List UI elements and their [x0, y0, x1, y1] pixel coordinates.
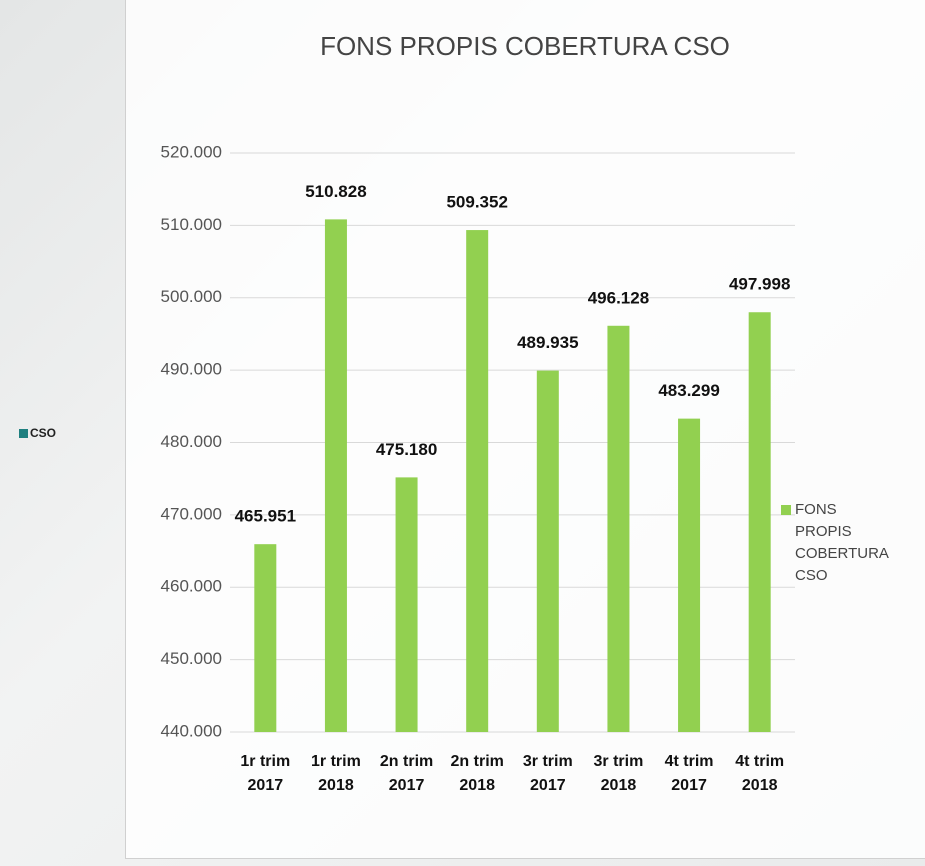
y-tick-label: 500.000 [161, 287, 222, 306]
x-tick-label: 3r trim 2018 [593, 753, 644, 794]
y-tick-label: 490.000 [161, 360, 222, 379]
bar [748, 312, 771, 732]
legend-swatch [781, 505, 791, 515]
x-tick-label: 1r trim 2017 [240, 753, 291, 794]
chart-title: FONS PROPIS COBERTURA CSO [320, 31, 730, 61]
bar [254, 544, 277, 732]
x-tick-label: 2n trim 2018 [450, 753, 504, 794]
x-tick-label: 3r trim 2017 [522, 753, 573, 794]
data-label: 465.951 [235, 507, 296, 526]
bar [607, 325, 630, 732]
bar [536, 370, 559, 732]
bar [324, 219, 347, 733]
x-tick-label: 4t trim 2018 [735, 753, 785, 794]
bar [466, 230, 489, 733]
x-tick-label: 4t trim 2017 [664, 753, 714, 794]
data-label: 483.299 [658, 381, 719, 400]
y-tick-label: 460.000 [161, 577, 222, 596]
data-label: 475.180 [376, 440, 437, 459]
bar [395, 477, 418, 732]
legend-label: FONS PROPIS COBERTURA CSO [795, 501, 889, 584]
data-label: 509.352 [446, 193, 507, 212]
y-tick-label: 450.000 [161, 649, 222, 668]
data-label: 496.128 [588, 288, 649, 307]
side-legend-label: CSO [30, 426, 56, 440]
y-tick-label: 470.000 [161, 504, 222, 523]
y-tick-label: 520.000 [161, 142, 222, 161]
data-label: 497.998 [729, 275, 790, 294]
y-tick-label: 510.000 [161, 215, 222, 234]
data-label: 510.828 [305, 182, 366, 201]
y-tick-label: 480.000 [161, 432, 222, 451]
x-tick-label: 2n trim 2017 [379, 753, 434, 794]
side-legend-swatch [19, 429, 28, 438]
y-tick-label: 440.000 [161, 721, 222, 740]
x-tick-label: 1r trim 2018 [311, 753, 361, 794]
data-label: 489.935 [517, 333, 578, 352]
bar [678, 418, 701, 732]
